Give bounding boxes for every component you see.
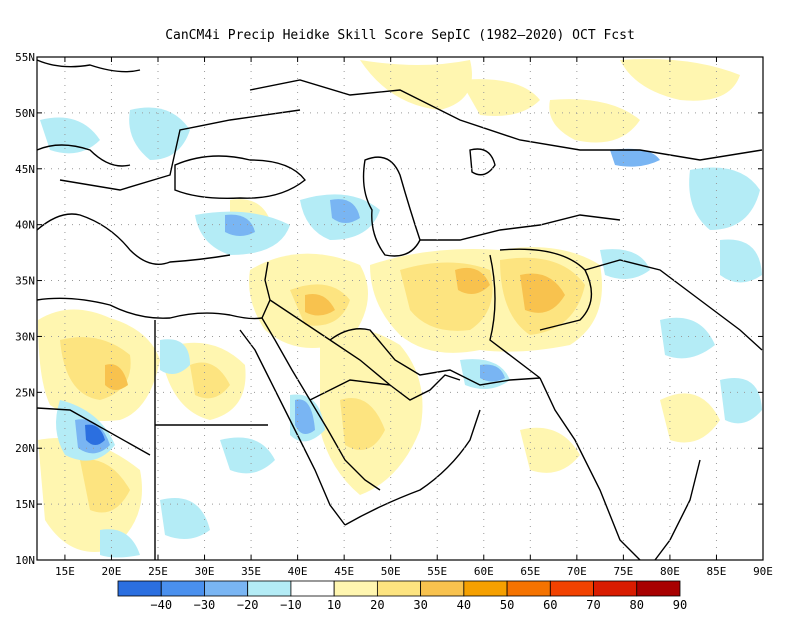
colorbar-label: −10 — [280, 598, 302, 612]
lon-label: 45E — [334, 565, 354, 578]
colorbar-swatch — [204, 580, 249, 597]
skill-patch — [129, 107, 190, 160]
colorbar-labels: −40 −30 −20 −10 10 20 30 40 50 60 70 80 90 — [150, 598, 687, 612]
colorbar-swatch — [333, 580, 378, 597]
skill-patch — [85, 424, 105, 445]
lon-label: 15E — [55, 565, 75, 578]
skill-patch — [295, 399, 315, 434]
colorbar-label: −20 — [237, 598, 259, 612]
skill-patch — [460, 79, 540, 116]
lon-label: 35E — [241, 565, 261, 578]
skill-patch — [620, 59, 740, 101]
skill-patch — [720, 378, 762, 424]
colorbar-label: 20 — [370, 598, 384, 612]
colorbar-swatch — [593, 580, 638, 597]
colorbar-label: 60 — [543, 598, 557, 612]
skill-patch — [100, 529, 140, 558]
colorbar-label: 40 — [457, 598, 471, 612]
colorbar-swatch — [549, 580, 594, 597]
map-frame — [36, 56, 764, 561]
skill-patch — [520, 427, 580, 473]
lon-label: 80E — [660, 565, 680, 578]
lon-label: 30E — [195, 565, 215, 578]
skill-patch — [340, 398, 385, 450]
skill-patch — [225, 214, 255, 236]
lon-label: 55E — [427, 565, 447, 578]
lon-label: 85E — [707, 565, 727, 578]
skill-patch — [220, 437, 275, 474]
lat-label: 35N — [15, 275, 35, 288]
lat-label: 45N — [15, 163, 35, 176]
skill-patch — [80, 459, 130, 513]
colorbar-swatch — [376, 580, 422, 597]
skill-patch — [160, 339, 190, 374]
colorbar-swatch — [247, 580, 292, 597]
lon-label: 65E — [520, 565, 540, 578]
colorbar-label: 50 — [500, 598, 514, 612]
lat-label: 40N — [15, 219, 35, 232]
lat-label: 50N — [15, 107, 35, 120]
skill-patch — [610, 148, 660, 167]
lon-label: 70E — [567, 565, 587, 578]
lon-label: 25E — [148, 565, 168, 578]
lat-label: 10N — [15, 554, 35, 567]
colorbar-swatch — [290, 580, 335, 597]
colorbar-swatch — [420, 580, 465, 597]
skill-patch — [40, 117, 100, 154]
colorbar-label: 90 — [673, 598, 687, 612]
skill-patch — [455, 267, 490, 294]
colorbar-swatch — [463, 580, 508, 597]
lon-label: 20E — [102, 565, 122, 578]
skill-patch — [660, 393, 720, 443]
colorbar-label: 70 — [586, 598, 600, 612]
colorbar-label: −40 — [150, 598, 172, 612]
skill-patch — [549, 99, 640, 143]
skill-patch — [480, 364, 505, 382]
lon-label: 40E — [288, 565, 308, 578]
lat-label: 20N — [15, 442, 35, 455]
lat-label: 15N — [15, 498, 35, 511]
skill-patch — [720, 239, 762, 283]
colorbar — [117, 580, 681, 597]
colorbar-swatch — [117, 580, 162, 597]
colorbar-label: 80 — [630, 598, 644, 612]
lon-label: 60E — [474, 565, 494, 578]
lon-label: 90E — [753, 565, 773, 578]
longitude-labels: 15E 20E 25E 30E 35E 40E 45E 50E 55E 60E 65E 70E 75E 8… — [55, 565, 773, 578]
skill-shading — [38, 59, 762, 558]
lat-label: 25N — [15, 386, 35, 399]
lon-label: 50E — [381, 565, 401, 578]
skill-patch — [660, 317, 715, 359]
colorbar-label: −30 — [194, 598, 216, 612]
colorbar-label: 30 — [413, 598, 427, 612]
skill-patch — [305, 294, 335, 316]
colorbar-swatch — [160, 580, 205, 597]
skill-patch — [520, 273, 565, 313]
colorbar-label: 10 — [327, 598, 341, 612]
colorbar-swatch — [506, 580, 551, 597]
skill-patch — [360, 60, 472, 110]
skill-patch — [600, 249, 650, 279]
skill-patch — [330, 199, 360, 223]
skill-patch — [689, 167, 760, 230]
skill-patch — [160, 498, 210, 539]
lat-label: 55N — [15, 51, 35, 64]
skill-patch — [190, 362, 230, 399]
skill-patch — [105, 364, 128, 390]
latitude-labels: 55N 50N 45N 40N 35N 30N 25N 20N 15N 10N — [15, 51, 35, 567]
map-title: CanCM4i Precip Heidke Skill Score SepIC … — [165, 28, 635, 43]
lat-label: 30N — [15, 330, 35, 343]
lon-label: 75E — [613, 565, 633, 578]
colorbar-swatch — [636, 580, 681, 597]
